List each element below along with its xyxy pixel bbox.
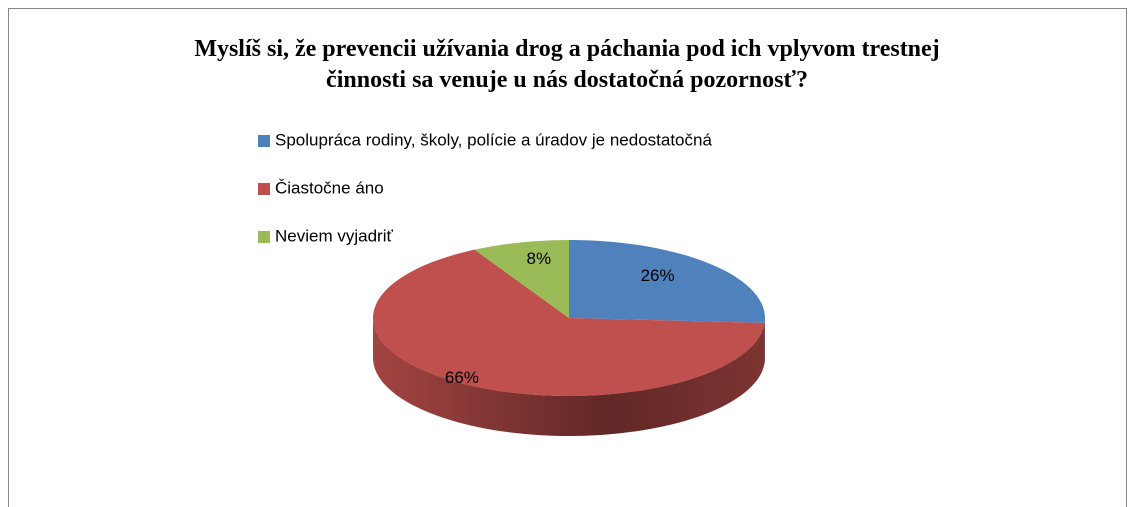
legend-label: Čiastočne áno [275, 178, 384, 197]
chart-title: Myslíš si, že prevencii užívania drog a … [194, 36, 940, 93]
legend-swatch [258, 183, 270, 195]
legend-label: Spolupráca rodiny, školy, polície a úrad… [275, 130, 712, 149]
data-label: 66% [445, 368, 479, 387]
legend-label: Neviem vyjadriť [275, 226, 393, 245]
slice [372, 249, 765, 397]
data-label: 8% [526, 249, 551, 268]
legend-swatch [258, 231, 270, 243]
chart-frame [8, 8, 1127, 507]
legend-swatch [258, 135, 270, 147]
slice-side-shade [373, 318, 765, 436]
data-label: 26% [641, 266, 675, 285]
slice [569, 240, 765, 323]
slice [474, 240, 569, 318]
